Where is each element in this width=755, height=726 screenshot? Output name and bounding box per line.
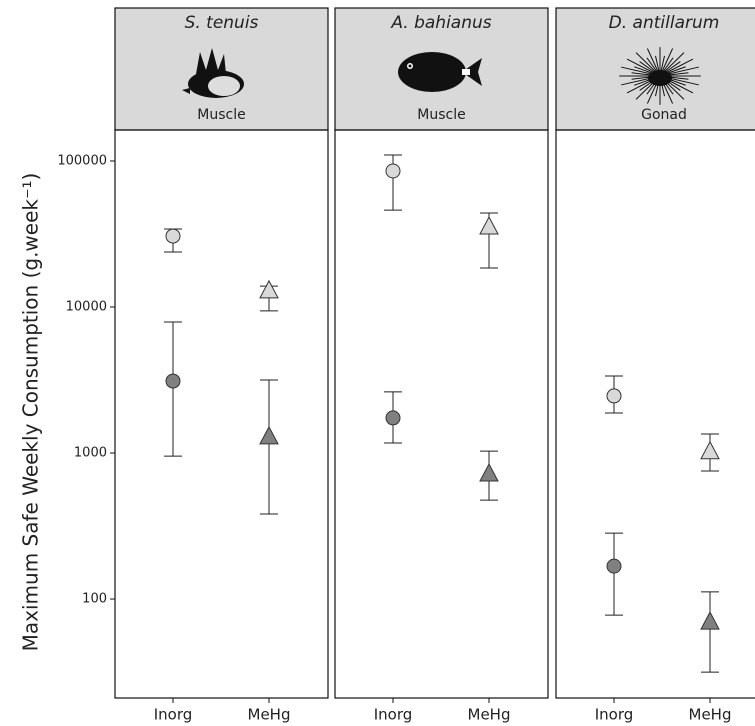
- triangle-point: [479, 462, 499, 482]
- urchin-icon: [619, 47, 701, 105]
- panel-frame: [334, 129, 549, 699]
- triangle-point: [479, 215, 499, 235]
- y-tick-label: 100: [82, 592, 107, 607]
- urchin-body: [648, 70, 672, 86]
- triangle-point: [259, 279, 279, 299]
- panel-title: A. bahianus: [390, 13, 491, 33]
- x-tick-label: MeHg: [689, 706, 732, 724]
- circle-point: [385, 163, 401, 179]
- snail-icon: [182, 48, 244, 98]
- circle-point: [606, 388, 622, 404]
- panel-subtitle: Gonad: [641, 107, 687, 123]
- panel-subtitle: Muscle: [417, 107, 465, 123]
- x-tick-label: Inorg: [374, 706, 413, 724]
- triangle-point: [700, 611, 720, 630]
- panel-title: D. antillarum: [609, 13, 720, 33]
- panel-subtitle: Muscle: [197, 107, 245, 123]
- panel-frame: [555, 129, 755, 699]
- y-axis-label: Maximum Safe Weekly Consumption (g.week⁻…: [19, 173, 43, 652]
- panel-frame: [114, 129, 329, 699]
- panel-title: S. tenuis: [185, 13, 259, 33]
- y-tick-label: 100000: [57, 153, 107, 168]
- triangle-point: [700, 440, 720, 460]
- x-tick-label: MeHg: [248, 706, 291, 724]
- triangle-point: [259, 425, 279, 445]
- circle-point: [165, 373, 181, 389]
- circle-point: [606, 558, 622, 574]
- x-tick-label: MeHg: [468, 706, 511, 724]
- x-tick-label: Inorg: [595, 706, 634, 724]
- y-tick-label: 10000: [66, 299, 107, 314]
- fish-icon: [398, 52, 482, 92]
- circle-point: [165, 228, 181, 244]
- y-tick-label: 1000: [74, 446, 107, 461]
- x-tick-label: Inorg: [154, 706, 193, 724]
- circle-point: [385, 410, 401, 426]
